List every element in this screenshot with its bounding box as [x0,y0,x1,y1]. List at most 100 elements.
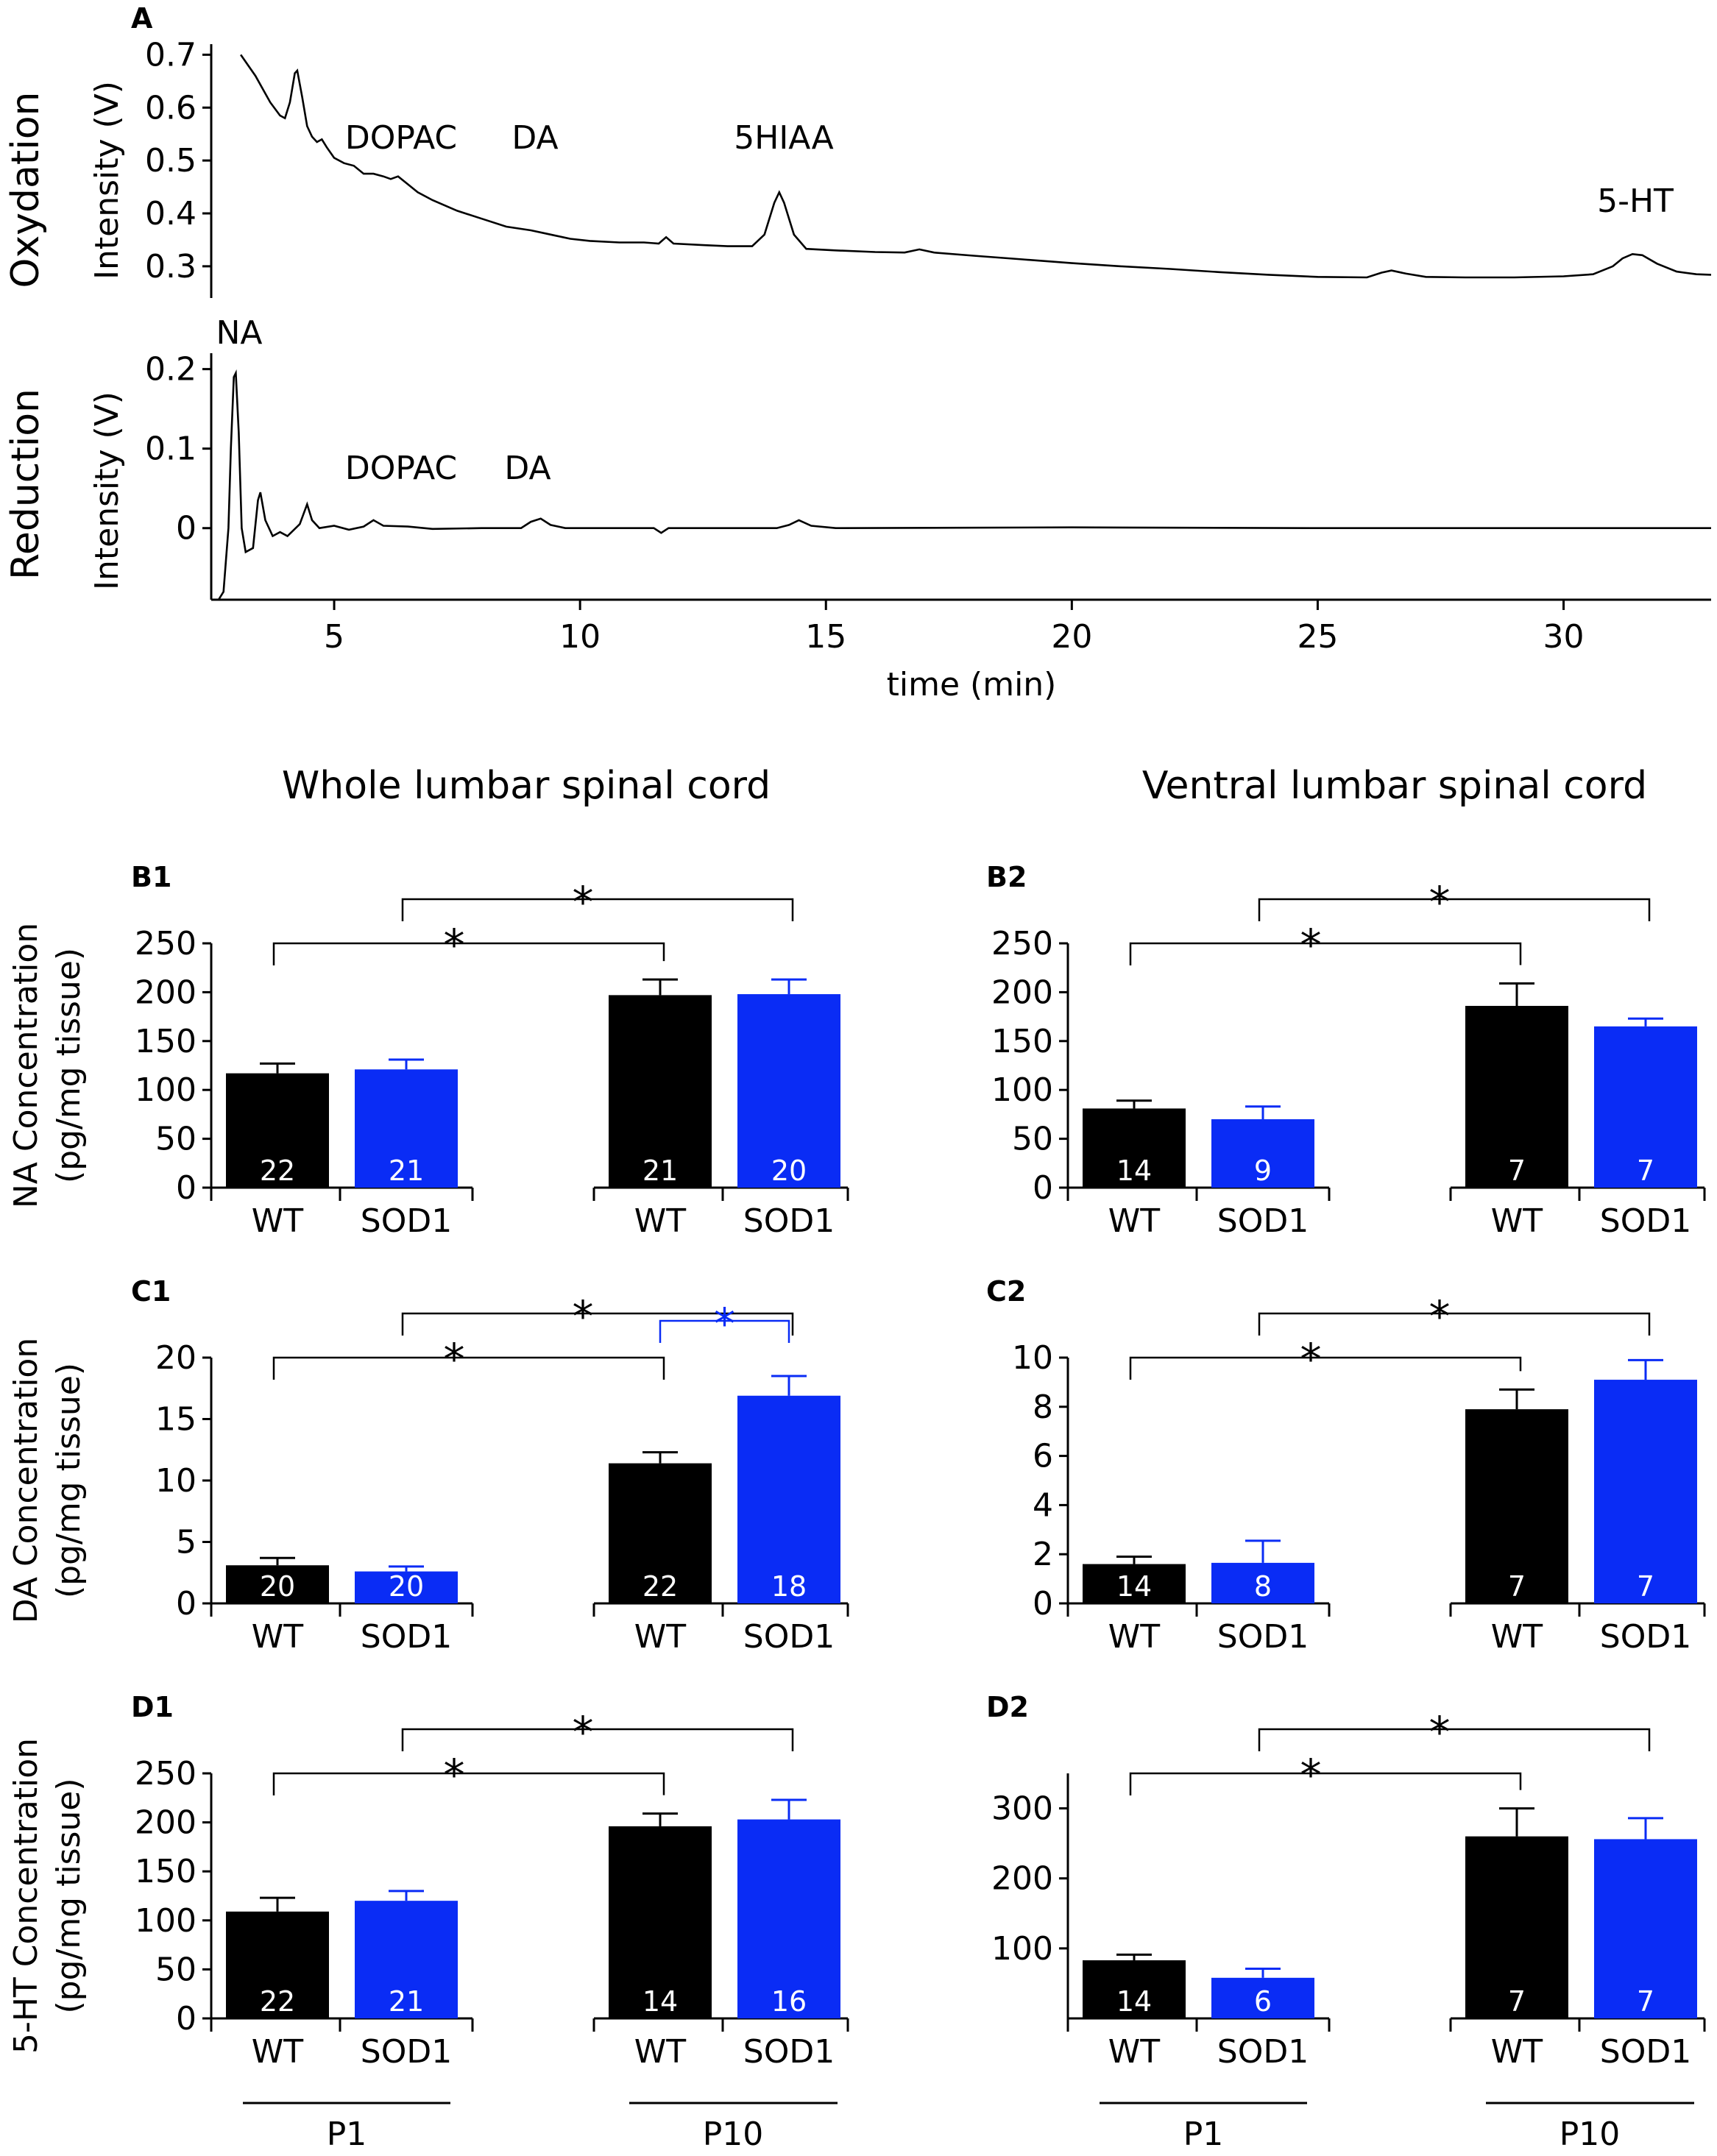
y-tick-label: 10 [1012,1339,1053,1377]
peak-label-da: DA [511,119,558,157]
bar-n-label: 16 [771,1985,807,2018]
x-category-label: SOD1 [361,2033,452,2071]
age-group-labels: P1 P10 P1 P10 [243,2102,1694,2153]
x-category-label: SOD1 [743,2033,835,2071]
row-label-oxidation: Oxydation [4,92,48,288]
significance-star: * [444,920,465,970]
x-category-label: SOD1 [361,1618,452,1656]
significance-bracket [272,1356,665,1380]
bar-sod1 [737,1819,840,2018]
bar-wt [226,1565,329,1603]
trace-reduction [217,369,1711,600]
significance-star: * [1300,920,1322,970]
group-label-p10: P10 [703,2116,764,2153]
peak-label-na: NA [216,314,262,352]
x-category-label: SOD1 [1600,2033,1691,2071]
y-axis-label-units: (pg/mg tissue) [50,948,88,1183]
bar-n-label: 20 [771,1155,807,1187]
y-axis-label-units: (pg/mg tissue) [50,1778,88,2013]
y-tick-label: 50 [1012,1121,1053,1158]
significance-star: * [444,1334,465,1384]
panel-label-a: A [131,2,153,35]
bar-wt [226,1911,329,2018]
bar-wt [1083,1564,1186,1603]
y-tick-label: 4 [1033,1486,1053,1524]
bar-n-label: 8 [1254,1570,1272,1603]
bar-sod1 [355,1571,458,1603]
y-axis-label: 5-HT Concentration [7,1738,45,2054]
bar-sod1 [737,1395,840,1603]
bar-wt [1465,1409,1568,1603]
y-tick-label: 2 [1033,1536,1053,1573]
y-tick-label: 100 [991,1930,1053,1968]
y-tick-label-reduction: 0.2 [145,351,197,389]
significance-star: * [573,877,594,927]
heading-ventral-lumbar: Ventral lumbar spinal cord [1142,764,1647,808]
significance-bracket [1129,1356,1522,1380]
y-tick-label: 0 [176,1585,197,1623]
bar-sod1 [355,1069,458,1188]
x-category-label: WT [1491,1202,1543,1240]
significance-star: * [1429,1707,1451,1757]
bar-sod1 [1594,1839,1697,2018]
y-tick-label: 150 [135,1853,197,1890]
y-tick-label: 200 [135,1804,197,1842]
x-tick-label-a: 15 [805,618,846,656]
y-tick-label: 10 [155,1462,197,1500]
x-category-label: SOD1 [1217,1618,1309,1656]
heading-whole-lumbar: Whole lumbar spinal cord [282,764,771,808]
significance-bracket [401,1312,794,1336]
bar-n-label: 14 [1116,1985,1152,2018]
panel-label-b2: B2 [986,861,1027,893]
bar-n-label: 20 [260,1570,295,1603]
significance-bracket [1258,1312,1651,1336]
y-tick-label: 6 [1033,1438,1053,1475]
group-label-p10: P10 [1560,2116,1621,2153]
bar-n-label: 22 [642,1570,678,1603]
x-category-label: SOD1 [1217,2033,1309,2071]
y-tick-label: 150 [991,1023,1053,1060]
y-tick-label: 250 [991,925,1053,962]
peak-label-dopac: DOPAC [345,450,457,487]
bar-n-label: 9 [1254,1155,1272,1187]
bar-wt [1083,1108,1186,1188]
significance-bracket [272,942,665,965]
x-tick-label-a: 30 [1543,618,1585,656]
y-tick-label-oxidation: 0.7 [145,36,197,74]
peak-label-dopac: DOPAC [345,119,457,157]
bar-n-label: 14 [642,1985,678,2018]
significance-bracket [272,1772,665,1795]
x-category-label: WT [1108,1202,1161,1240]
bar-panel-d1: D1 0 50 100 150 200 250 5-HT Concentration (pg/m… [7,1691,849,2071]
bar-n-label: 7 [1637,1155,1654,1187]
panel-label-d2: D2 [986,1691,1029,1723]
y-tick-label: 0 [176,2000,197,2038]
y-tick-label-oxidation: 0.3 [145,248,197,286]
bar-wt [609,1826,712,2018]
y-axis-label: DA Concentration [7,1338,45,1623]
significance-star: * [1429,1291,1451,1341]
bar-n-label: 14 [1116,1570,1152,1603]
significance-bracket [1129,942,1522,965]
trace-oxidation [240,54,1712,279]
row-label-reduction: Reduction [4,389,48,580]
y-tick-label: 20 [155,1339,197,1377]
chromatogram-panel: A0.7 0.6 0.5 0.4 0.3 Intensity (V) Oxydation DO… [4,2,1712,703]
x-category-label: SOD1 [743,1618,835,1656]
bar-wt [609,1463,712,1603]
x-category-label: WT [252,1202,304,1240]
bar-n-label: 7 [1508,1985,1526,2018]
y-tick-label-oxidation: 0.6 [145,89,197,127]
x-category-label: WT [634,2033,687,2071]
x-category-label: SOD1 [1600,1202,1691,1240]
bar-panel-d2: D2 100 200 300 14 WT 6 SOD1 7 WT 7 SOD1 * * [986,1691,1706,2071]
bar-wt [1465,1836,1568,2018]
bar-n-label: 20 [389,1570,424,1603]
significance-star: * [1300,1334,1322,1384]
bar-wt [609,995,712,1188]
bar-panel-b1: B1 0 50 100 150 200 250 NA Concentration (pg/mg … [7,861,849,1240]
x-category-label: WT [634,1618,687,1656]
significance-bracket [1258,1728,1651,1751]
